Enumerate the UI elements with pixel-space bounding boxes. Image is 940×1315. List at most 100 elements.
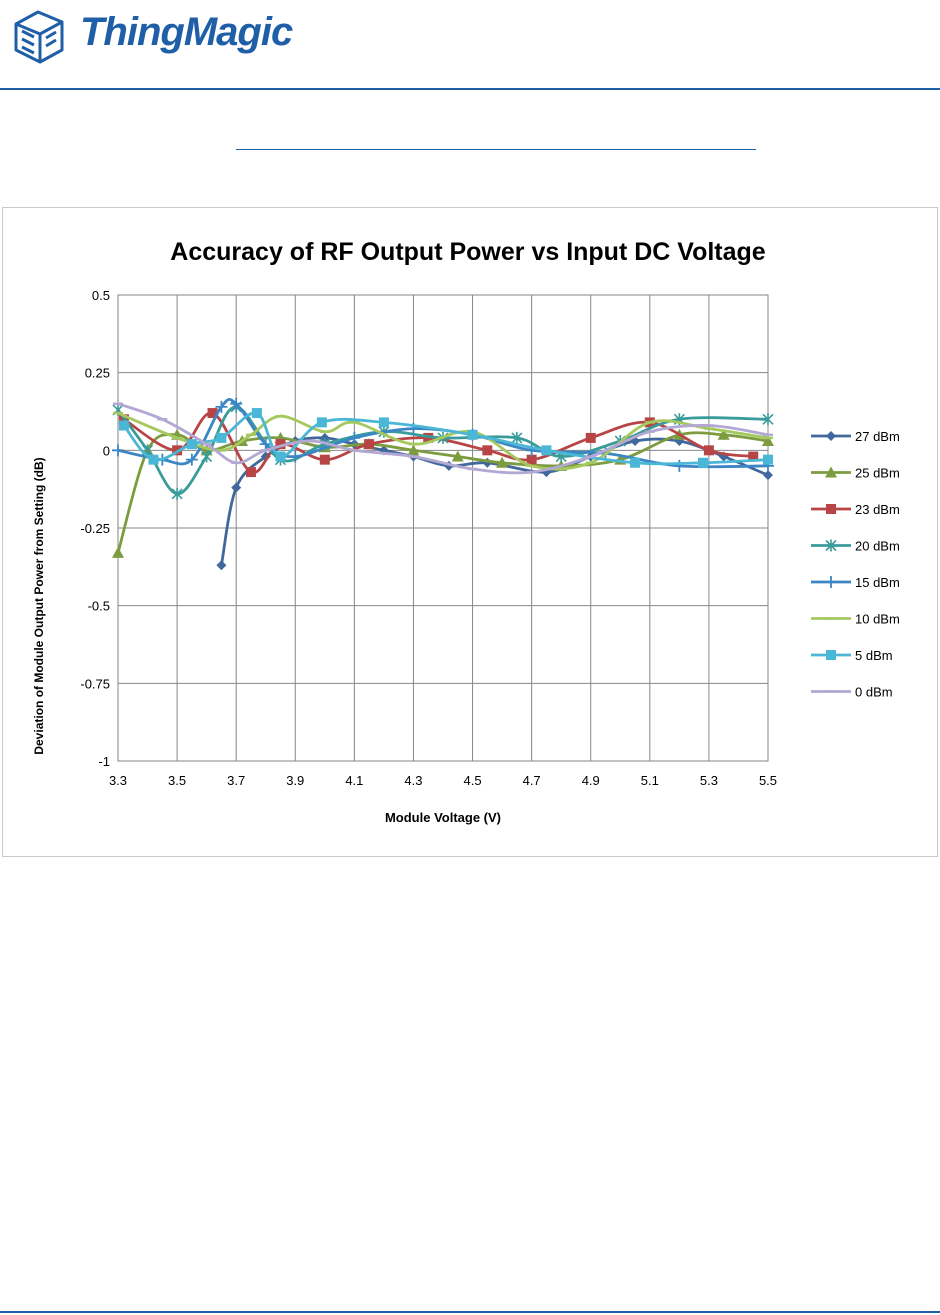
- series-0-dbm: [113, 402, 773, 475]
- legend-item: 20 dBm: [811, 539, 900, 554]
- y-tick-label: -0.75: [80, 676, 110, 691]
- y-tick-label: -0.25: [80, 521, 110, 536]
- legend-marker: [826, 650, 836, 660]
- data-point: [185, 453, 198, 466]
- legend-marker: [826, 431, 836, 441]
- data-point: [275, 439, 286, 450]
- x-tick-label: 3.3: [109, 773, 127, 788]
- line-chart: 3.3 3.5 3.7 3.9 4.1 4.3 4.5 4.7 4.9 5.1 5.3 5.5 0.5 0…: [32, 238, 900, 825]
- legend-item: 5 dBm: [811, 648, 893, 663]
- data-point: [148, 454, 159, 465]
- x-tick-label: 5.1: [641, 773, 659, 788]
- legend-item: 0 dBm: [811, 685, 893, 700]
- x-tick-label: 3.7: [227, 773, 245, 788]
- legend-label: 0 dBm: [855, 685, 893, 700]
- x-tick-label: 3.5: [168, 773, 186, 788]
- data-point: [378, 417, 389, 428]
- data-point: [717, 428, 730, 440]
- header-divider: [0, 88, 940, 90]
- data-point: [748, 451, 759, 462]
- section-heading-rule: [236, 149, 756, 150]
- data-point: [118, 420, 129, 431]
- chart-legend: 27 dBm 25 dBm 23 dBm 20 dBm 15 dBm 10 dBm 5 dB…: [811, 429, 900, 700]
- x-tick-label: 5.3: [700, 773, 718, 788]
- chart-grid: [117, 294, 769, 762]
- x-tick-label: 4.7: [523, 773, 541, 788]
- x-tick-label: 4.3: [404, 773, 422, 788]
- data-point: [423, 432, 434, 443]
- data-point: [407, 444, 420, 456]
- y-tick-label: -0.5: [88, 599, 110, 614]
- data-point: [763, 454, 773, 465]
- footer-divider: [0, 1311, 940, 1313]
- data-point: [112, 444, 124, 457]
- series-line: [117, 402, 769, 475]
- x-tick-label: 5.5: [759, 773, 777, 788]
- data-point: [289, 450, 302, 463]
- cube-logo-icon: [14, 10, 64, 64]
- data-point: [496, 456, 509, 468]
- series-5-dbm: [118, 408, 773, 468]
- legend-item: 15 dBm: [811, 575, 900, 590]
- legend-marker: [825, 576, 837, 588]
- data-point: [201, 450, 213, 463]
- thingmagic-logo: ThingMagic: [8, 4, 293, 70]
- data-point: [186, 439, 197, 450]
- chart-axes: 3.3 3.5 3.7 3.9 4.1 4.3 4.5 4.7 4.9 5.1 5.3 5.5 0.5 0…: [80, 288, 777, 788]
- legend-marker: [825, 466, 837, 478]
- x-tick-label: 4.5: [464, 773, 482, 788]
- y-tick-label: 0.25: [85, 366, 110, 381]
- data-point: [207, 408, 218, 419]
- y-axis-label: Deviation of Module Output Power from Se…: [32, 457, 46, 754]
- data-point: [171, 487, 183, 500]
- legend-item: 23 dBm: [811, 502, 900, 517]
- legend-label: 5 dBm: [855, 648, 893, 663]
- legend-marker: [825, 539, 837, 552]
- data-point: [698, 457, 708, 468]
- data-point: [585, 432, 596, 443]
- data-point: [762, 435, 774, 447]
- series-line: [116, 431, 769, 554]
- chart-title: Accuracy of RF Output Power vs Input DC …: [170, 238, 766, 266]
- data-point: [630, 457, 641, 468]
- data-point: [319, 432, 330, 443]
- legend-label: 20 dBm: [855, 539, 900, 554]
- chart-container: 3.3 3.5 3.7 3.9 4.1 4.3 4.5 4.7 4.9 5.1 5.3 5.5 0.5 0…: [2, 207, 938, 857]
- data-point: [541, 445, 552, 456]
- data-point: [319, 454, 330, 465]
- data-point: [348, 431, 361, 444]
- legend-label: 10 dBm: [855, 612, 900, 627]
- x-axis-label: Module Voltage (V): [385, 810, 501, 825]
- data-point: [316, 417, 327, 428]
- legend-label: 23 dBm: [855, 502, 900, 517]
- data-point: [703, 445, 714, 456]
- x-tick-label: 4.1: [345, 773, 363, 788]
- data-point: [364, 439, 375, 450]
- chart-series: [112, 397, 774, 571]
- x-tick-label: 3.9: [286, 773, 304, 788]
- data-point: [673, 459, 686, 472]
- data-point: [482, 445, 493, 456]
- legend-label: 15 dBm: [855, 575, 900, 590]
- data-point: [526, 454, 537, 465]
- data-point: [112, 546, 124, 558]
- data-point: [245, 467, 256, 478]
- data-point: [467, 429, 478, 440]
- legend-label: 27 dBm: [855, 429, 900, 444]
- y-tick-label: 0: [103, 443, 110, 458]
- data-point: [275, 451, 286, 462]
- legend-item: 27 dBm: [811, 429, 900, 444]
- data-point: [231, 482, 242, 493]
- data-point: [451, 450, 464, 462]
- data-point: [251, 408, 262, 419]
- data-point: [259, 438, 272, 451]
- data-point: [216, 560, 227, 571]
- x-tick-label: 4.9: [582, 773, 600, 788]
- data-point: [762, 413, 774, 426]
- data-point: [511, 431, 523, 444]
- legend-label: 25 dBm: [855, 466, 900, 481]
- data-point: [763, 470, 773, 481]
- page-header: ThingMagic: [0, 0, 940, 90]
- y-tick-label: -1: [98, 754, 110, 769]
- data-point: [216, 432, 227, 443]
